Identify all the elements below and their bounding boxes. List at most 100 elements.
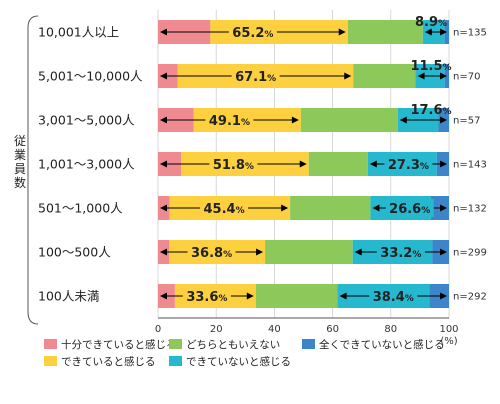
legend-swatch [44,356,57,366]
label-bg [231,67,280,85]
category-label: 100人未満 [38,289,99,304]
arrow-head [291,116,299,124]
negative-sum-label: 38.4% [373,290,414,305]
n-label: n=57 [453,116,480,127]
bar-segment [353,64,416,88]
arrow-head [256,248,264,256]
label-bg [205,111,254,129]
arrow-head [440,72,447,80]
label-bg [376,243,425,261]
category-label: 501～1,000人 [38,201,123,216]
bar-segment [347,20,423,44]
arrow-head [399,116,407,124]
n-label: n=143 [453,160,487,171]
arrow-head [160,160,167,168]
arrow-head [339,292,347,300]
n-label: n=292 [453,292,487,303]
arrow-head [440,292,447,300]
label-bg [200,199,249,217]
label-bg [182,287,231,305]
y-axis-label: 従業員数 [14,134,26,190]
n-label: n=70 [453,72,480,83]
x-tick-label: 60 [326,324,339,335]
y-bracket [27,15,39,325]
y-axis-label-group: 従業員数 [13,15,39,325]
negative-sum-label: 26.6% [389,202,430,217]
n-label: n=132 [453,204,487,215]
legend-swatch [44,339,57,349]
x-tick-label: 40 [268,324,281,335]
arrow-head [160,28,167,36]
arrow-head [160,292,167,300]
category-label: 10,001人以上 [38,25,119,40]
annotations: 65.2% 8.9% 67.1% 11.5% 49.1% 17.6% 51.8% 27.3% 4… [160,15,452,305]
label-bg [187,243,236,261]
category-label: 5,001～10,000人 [38,69,143,84]
category-label: 1,001～3,000人 [38,157,135,172]
negative-sum-label: 17.6% [410,103,451,118]
bar-segment [290,196,371,220]
arrow-head [369,160,377,168]
negative-sum-label: 27.3% [388,158,429,173]
label-bg [369,287,418,305]
positive-sum-label: 33.6% [186,290,227,305]
legend-label: できていないと感じる [186,355,291,368]
n-label: n=299 [453,248,487,259]
arrow-head [354,248,362,256]
arrow-head [440,28,447,36]
arrow-head [440,204,447,212]
positive-sum-label: 36.8% [191,246,232,261]
x-tick-label: 20 [210,324,223,335]
arrow-head [338,28,346,36]
category-label: 100～500人 [38,245,111,260]
bar-segment [265,240,353,264]
bar-segment [255,284,338,308]
legend: 十分できていると感じる どちらともいえない 全くできていないと感じるできていると感じ… [44,338,445,368]
label-bg [209,155,258,173]
positive-sum-label: 49.1% [209,114,250,129]
x-axis-unit: (%) [440,336,457,347]
positive-sum-label: 45.4% [204,202,245,217]
legend-label: どちらともいえない [186,339,280,351]
negative-sum-label: 33.2% [380,246,421,261]
positive-sum-label: 51.8% [213,158,254,173]
category-labels: 10,001人以上 5,001～10,000人 3,001～5,000人 1,001～… [38,25,143,304]
arrow-head [417,72,425,80]
negative-sum-label: 8.9% [415,15,447,30]
x-axis: 0 20 40 60 80 100(%) [155,317,459,347]
legend-label: 全くできていないと感じる [319,338,445,351]
category-label: 3,001～5,000人 [38,113,135,128]
legend-label: 十分できていると感じる [61,338,177,351]
label-bg [385,199,434,217]
arrow-head [160,116,167,124]
arrow-head [160,72,167,80]
positive-sum-label: 65.2% [232,26,273,41]
arrow-head [440,116,447,124]
arrow-head [160,248,167,256]
n-label: n=135 [453,28,487,39]
arrow-head [344,72,352,80]
arrow-head [246,292,254,300]
x-tick-label: 80 [384,324,397,335]
x-tick-label: 100 [439,324,458,335]
arrow-head [372,204,380,212]
arrow-head [440,248,447,256]
sample-size-labels: n=135 n=70 n=57 n=143 n=132 n=299 n=292 [453,28,487,303]
legend-swatch [302,339,315,349]
x-tick-label: 0 [155,324,161,335]
arrow-head [440,160,447,168]
bar-segment [300,108,398,132]
positive-sum-label: 67.1% [235,70,276,85]
legend-swatch [169,339,182,349]
legend-swatch [169,356,182,366]
label-bg [384,155,433,173]
legend-label: できていると感じる [61,355,156,368]
negative-sum-label: 11.5% [410,59,451,74]
label-bg [228,23,277,41]
arrow-head [299,160,307,168]
arrow-head [160,204,167,212]
arrow-head [424,28,432,36]
bar-segment [308,152,368,176]
arrow-head [281,204,289,212]
